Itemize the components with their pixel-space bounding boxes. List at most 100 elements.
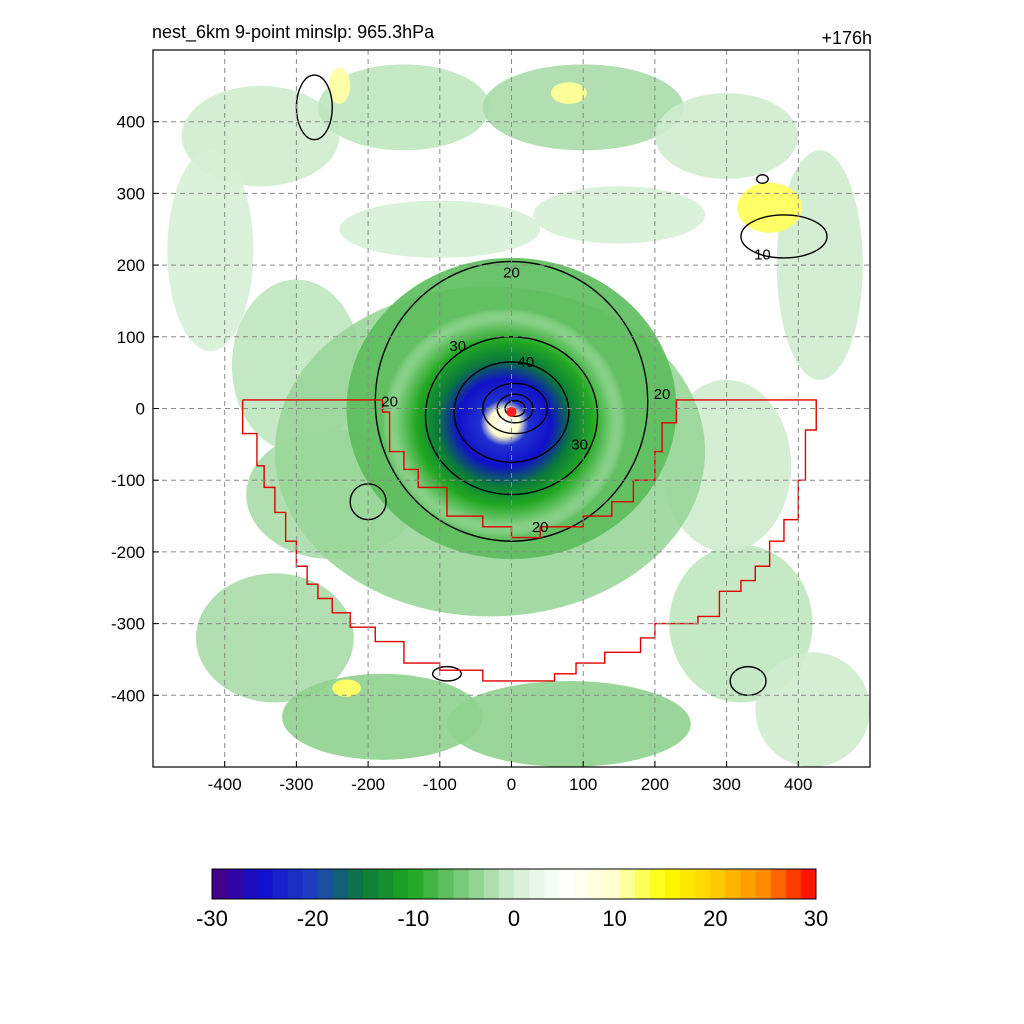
y-tick-label: -200 xyxy=(111,543,145,562)
positive-patch-1 xyxy=(332,679,361,697)
colorbar-tick-label: 20 xyxy=(703,906,727,931)
x-tick-label: 400 xyxy=(784,775,812,794)
shading-patch-13 xyxy=(339,200,541,258)
y-tick-label: 300 xyxy=(117,184,145,203)
x-tick-label: -100 xyxy=(423,775,457,794)
contour-small-5 xyxy=(756,174,769,185)
colorbar-swatch xyxy=(680,869,696,899)
colorbar-swatch xyxy=(468,869,485,899)
colorbar-swatch xyxy=(257,869,273,899)
colorbar-tick-label: -20 xyxy=(297,906,329,931)
colorbar-swatch xyxy=(483,869,500,899)
x-tick-label: -400 xyxy=(208,775,242,794)
storm-center-marker xyxy=(506,407,517,418)
colorbar-swatch xyxy=(725,869,741,899)
x-tick-label: 100 xyxy=(569,775,597,794)
colorbar-swatch xyxy=(317,869,334,899)
contour-label: 20 xyxy=(503,264,520,281)
contour-label: 20 xyxy=(381,393,398,410)
contour-ring-2 xyxy=(453,361,570,463)
contour-label: 20 xyxy=(532,519,549,536)
colorbar-swatch xyxy=(544,869,560,899)
colorbar-swatch xyxy=(423,869,439,899)
colorbar-swatch xyxy=(514,869,530,899)
chart-title: nest_6km 9-point minslp: 965.3hPa xyxy=(152,22,435,42)
colorbar-swatch xyxy=(242,869,258,899)
x-axis: -400 -300 -200 -100 0 100 200 300 400 xyxy=(208,761,812,794)
colorbar-swatch xyxy=(287,869,304,899)
shading-patch-15 xyxy=(755,652,870,767)
contour-label: 20 xyxy=(654,386,671,403)
x-tick-label: -300 xyxy=(279,775,313,794)
colorbar-swatch xyxy=(227,869,243,899)
colorbar-swatch xyxy=(498,869,515,899)
colorbar-swatch xyxy=(347,869,364,899)
colorbar-tick-label: 10 xyxy=(602,906,626,931)
colorbar-tick-label: -10 xyxy=(397,906,429,931)
colorbar-swatch xyxy=(332,869,349,899)
colorbar-swatch xyxy=(649,869,666,899)
shading-patch-10 xyxy=(446,680,691,767)
colorbar-swatch xyxy=(393,869,409,899)
colorbar-swatch xyxy=(740,869,757,899)
shading-patch-4 xyxy=(167,150,254,352)
colorbar-swatch xyxy=(378,869,394,899)
contour-small-4 xyxy=(740,214,828,259)
colorbar-swatch xyxy=(272,869,288,899)
positive-patch-2 xyxy=(550,82,587,104)
colorbar-swatch xyxy=(755,869,772,899)
colorbar-swatch xyxy=(634,869,651,899)
colorbar-swatch xyxy=(559,869,575,899)
colorbar-swatch xyxy=(574,869,590,899)
positive-patch-0 xyxy=(737,182,802,233)
shading-patch-8 xyxy=(196,573,354,703)
y-tick-label: -100 xyxy=(111,471,145,490)
colorbar-frame xyxy=(211,868,817,900)
y-tick-label: 200 xyxy=(117,256,145,275)
colorbar-swatch xyxy=(770,869,787,899)
colorbar-swatch xyxy=(302,869,319,899)
contour-labels: 20 30 40 20 20 30 20 10 xyxy=(381,246,771,535)
field-layer xyxy=(153,50,870,767)
shading-patch-1 xyxy=(317,64,490,151)
forecast-hour-label: +176h xyxy=(821,28,872,48)
colorbar-swatch xyxy=(785,869,802,899)
contour-label: 30 xyxy=(571,436,588,453)
colorbar-swatch xyxy=(665,869,681,899)
y-tick-label: -400 xyxy=(111,686,145,705)
contour-ring-3 xyxy=(482,382,549,435)
contour-label: 40 xyxy=(517,354,534,371)
colorbar-swatch xyxy=(408,869,424,899)
colorbar-swatch xyxy=(604,869,621,899)
x-tick-label: 200 xyxy=(641,775,669,794)
colorbar-swatch xyxy=(212,869,228,899)
colorbar-swatch xyxy=(619,869,636,899)
colorbar-swatch xyxy=(438,869,455,899)
colorbar-swatch xyxy=(695,869,711,899)
colorbar-swatch xyxy=(710,869,726,899)
colorbar: -30 -20 -10 0 10 20 30 xyxy=(196,868,828,931)
shading-patch-3 xyxy=(654,93,799,180)
colorbar-swatch xyxy=(453,869,470,899)
y-tick-label: -300 xyxy=(111,615,145,634)
x-tick-label: 300 xyxy=(712,775,740,794)
colorbar-swatch xyxy=(529,869,545,899)
positive-patch-3 xyxy=(328,67,351,104)
x-tick-label: -200 xyxy=(351,775,385,794)
contour-label: 30 xyxy=(449,338,466,355)
y-tick-label: 0 xyxy=(136,400,145,419)
colorbar-swatch xyxy=(589,869,606,899)
colorbar-swatch xyxy=(363,869,379,899)
y-axis: 400 300 200 100 0 -100 -200 -300 -400 xyxy=(111,113,159,705)
contour-label: 10 xyxy=(754,246,771,263)
colorbar-tick-label: 30 xyxy=(804,906,828,931)
shading-patch-14 xyxy=(533,186,706,244)
colorbar-tick-label: -30 xyxy=(196,906,228,931)
y-tick-label: 100 xyxy=(117,328,145,347)
x-tick-label: 0 xyxy=(507,775,516,794)
grid-lines xyxy=(153,50,870,767)
colorbar-tick-label: 0 xyxy=(508,906,520,931)
colorbar-swatch xyxy=(800,869,817,899)
y-tick-label: 400 xyxy=(117,113,145,132)
